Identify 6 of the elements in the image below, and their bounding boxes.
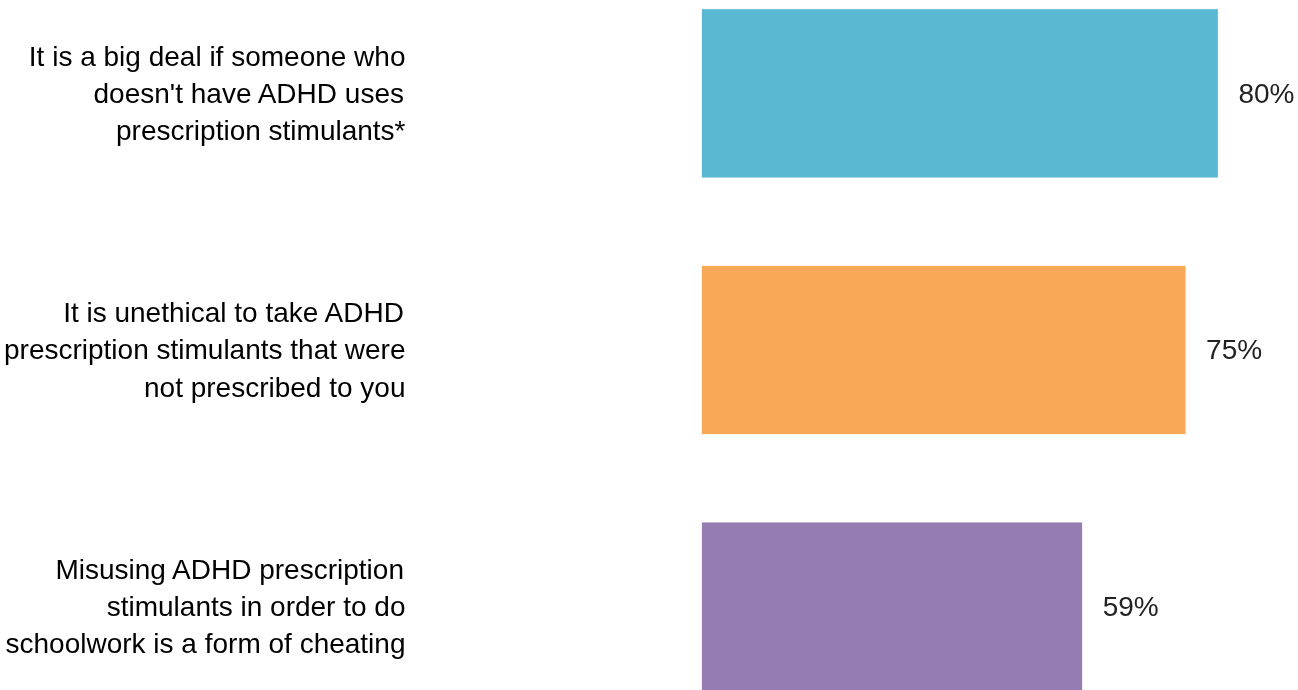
data-label: 80% — [1238, 77, 1295, 109]
y-tick-label: It is a big deal if someone who doesn't have ADHD uses prescription stimulants* — [28, 40, 406, 147]
data-label: 75% — [1206, 334, 1263, 366]
y-tick-label: Misusing ADHD prescription stimulants in order to do schoolwork is a form of cheating — [5, 553, 406, 660]
y-tick-label: It is unethical to take ADHD prescription stimulants that were not prescribed to you — [4, 297, 406, 403]
data-label: 59% — [1102, 591, 1159, 623]
